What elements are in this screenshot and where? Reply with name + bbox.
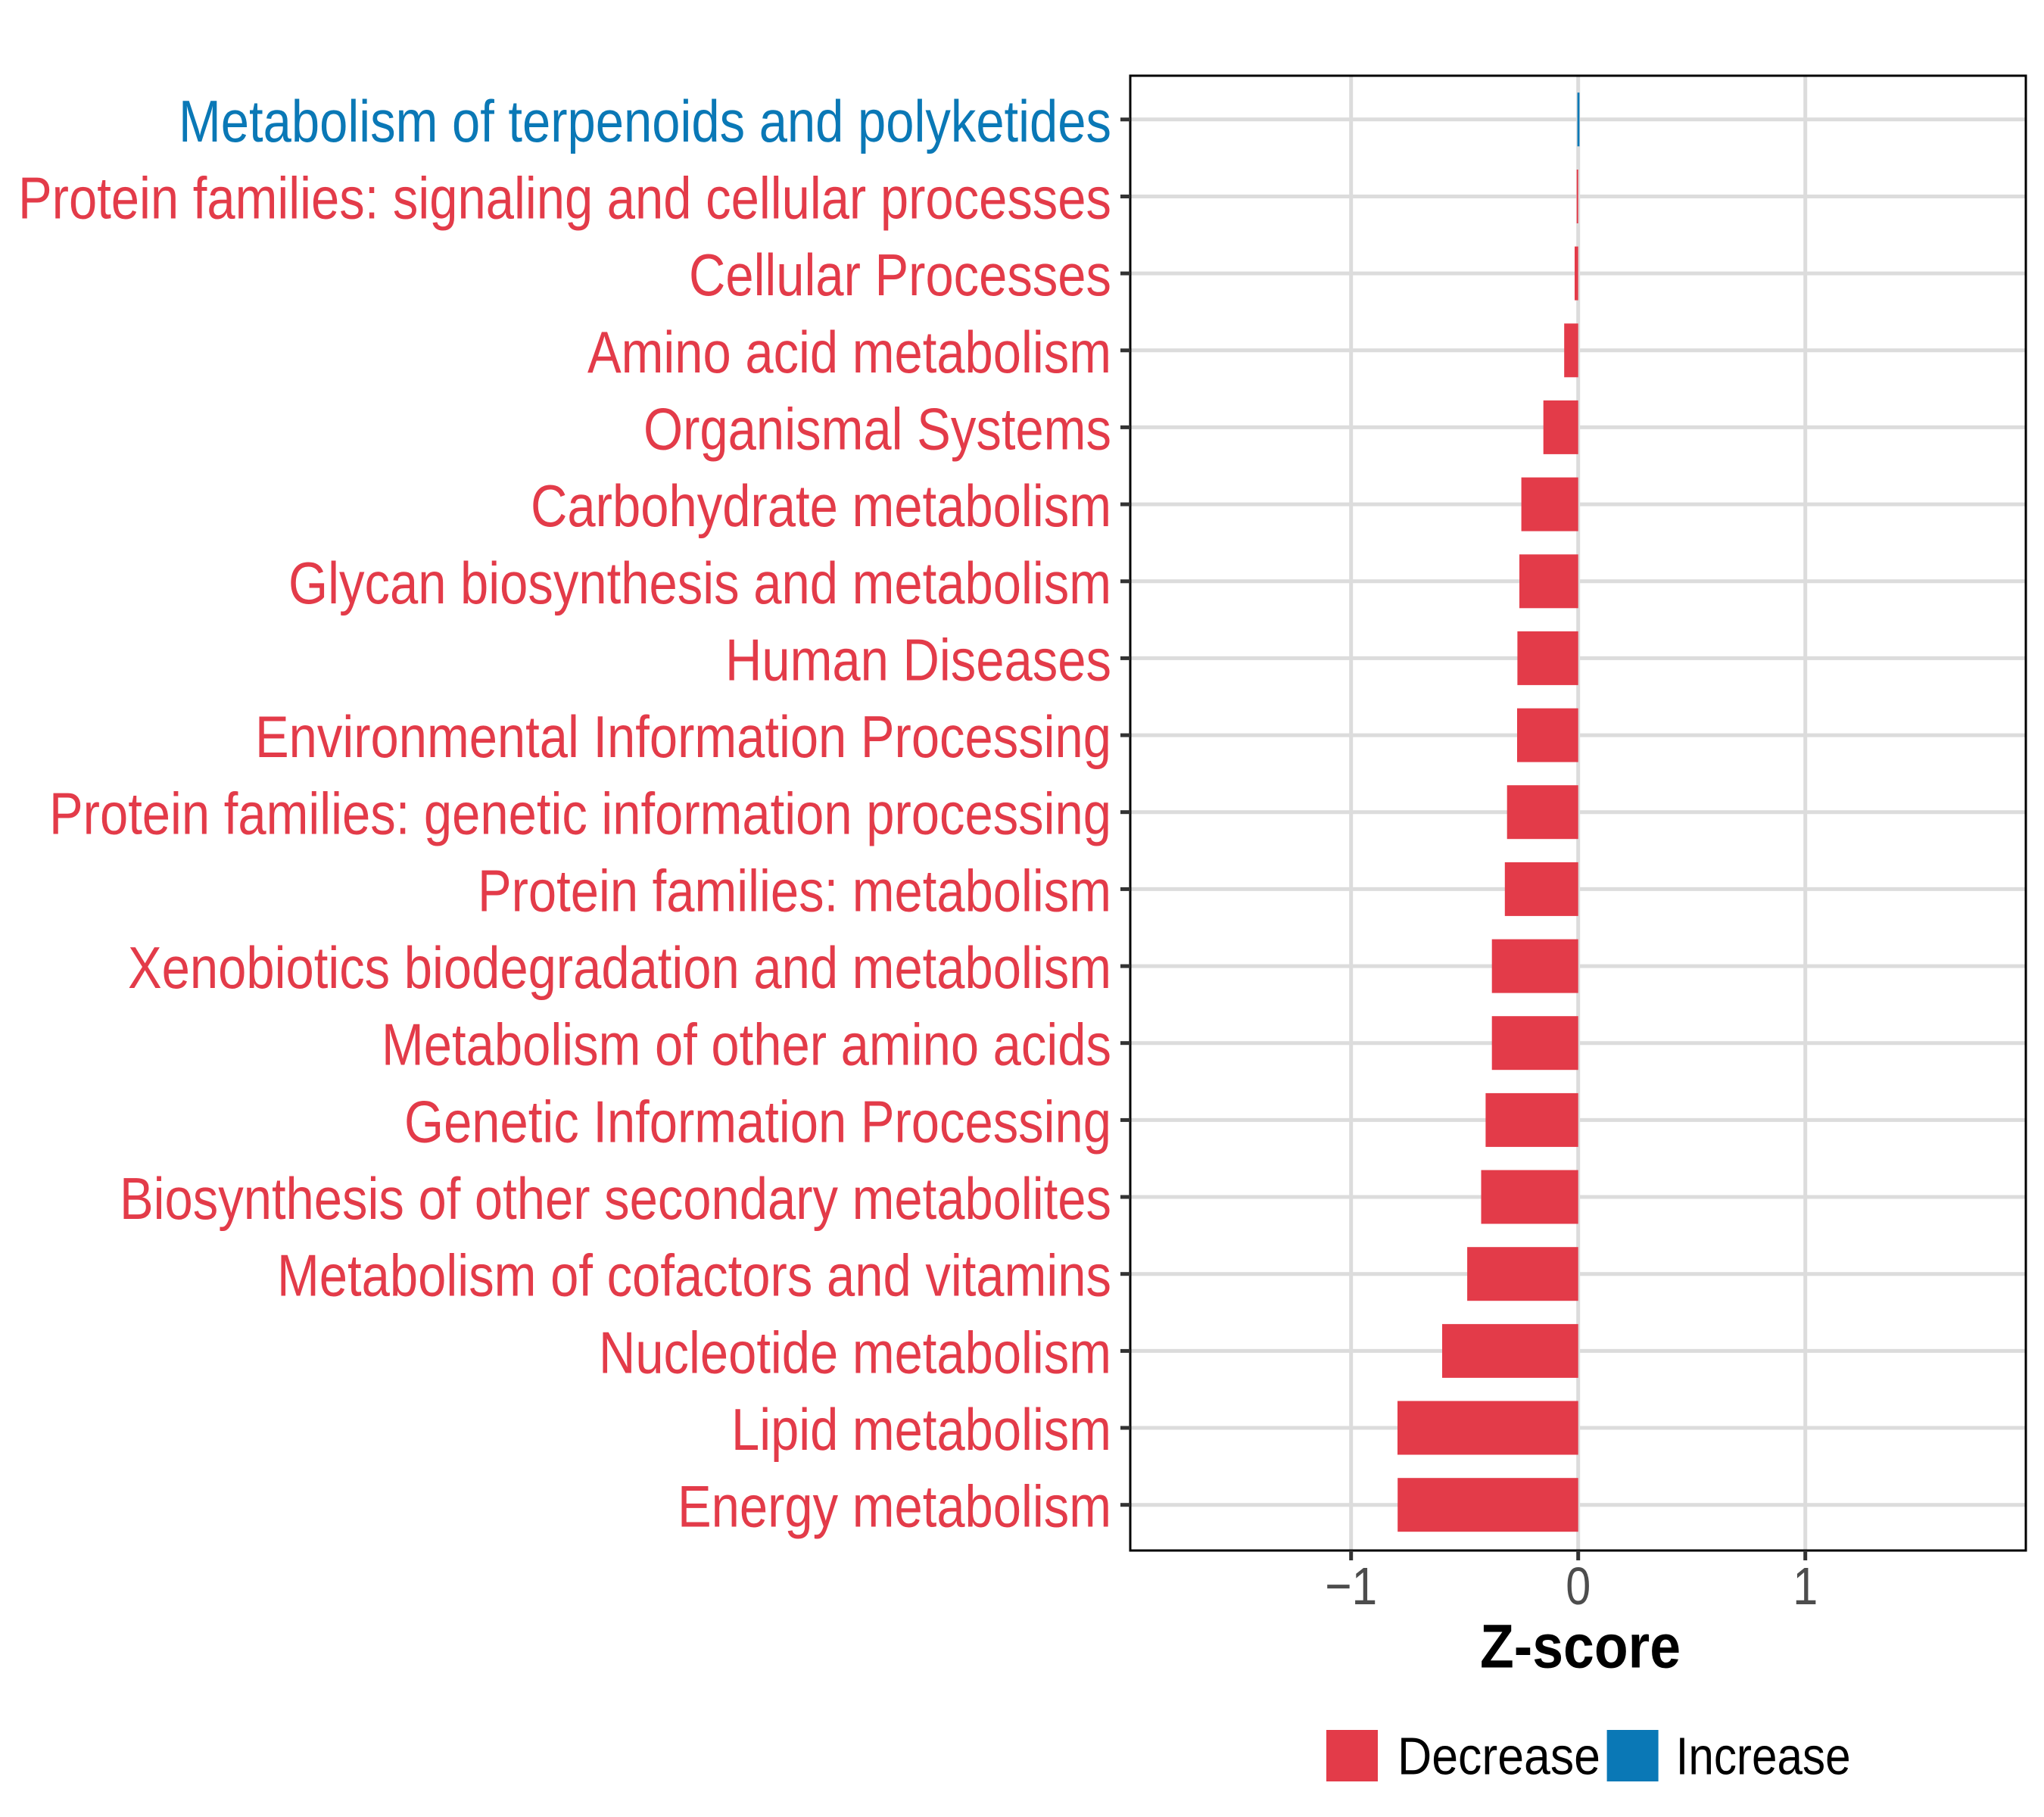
svg-text:Decrease: Decrease xyxy=(1397,1727,1600,1786)
svg-text:Carbohydrate metabolism: Carbohydrate metabolism xyxy=(531,472,1111,539)
svg-text:Glycan biosynthesis and metabo: Glycan biosynthesis and metabolism xyxy=(288,550,1111,616)
svg-text:Protein families: signaling an: Protein families: signaling and cellular… xyxy=(18,165,1111,232)
svg-text:Genetic Information Processing: Genetic Information Processing xyxy=(404,1088,1111,1155)
svg-text:Metabolism of cofactors and vi: Metabolism of cofactors and vitamins xyxy=(277,1242,1111,1309)
svg-text:Cellular Processes: Cellular Processes xyxy=(689,242,1111,308)
svg-text:−1: −1 xyxy=(1325,1557,1377,1616)
svg-text:1: 1 xyxy=(1793,1557,1818,1616)
svg-text:Increase: Increase xyxy=(1676,1727,1851,1786)
svg-text:Organismal Systems: Organismal Systems xyxy=(643,395,1111,462)
svg-text:Lipid metabolism: Lipid metabolism xyxy=(731,1396,1111,1463)
svg-text:Xenobiotics biodegradation and: Xenobiotics biodegradation and metabolis… xyxy=(128,934,1111,1001)
svg-text:Metabolism of terpenoids and p: Metabolism of terpenoids and polyketides xyxy=(179,88,1111,154)
svg-text:Energy metabolism: Energy metabolism xyxy=(678,1473,1111,1540)
svg-text:Protein families: genetic info: Protein families: genetic information pr… xyxy=(49,781,1111,847)
svg-text:0: 0 xyxy=(1566,1557,1591,1616)
svg-text:Protein families: metabolism: Protein families: metabolism xyxy=(478,857,1111,924)
svg-text:Z-score: Z-score xyxy=(1480,1612,1681,1681)
svg-text:Metabolism of other amino acid: Metabolism of other amino acids xyxy=(382,1011,1111,1078)
svg-text:Nucleotide metabolism: Nucleotide metabolism xyxy=(599,1319,1111,1385)
svg-text:Environmental Information Proc: Environmental Information Processing xyxy=(255,703,1111,770)
svg-text:Biosynthesis of other secondar: Biosynthesis of other secondary metaboli… xyxy=(120,1165,1111,1232)
svg-text:Amino acid metabolism: Amino acid metabolism xyxy=(587,319,1111,385)
svg-text:Human Diseases: Human Diseases xyxy=(725,626,1111,693)
